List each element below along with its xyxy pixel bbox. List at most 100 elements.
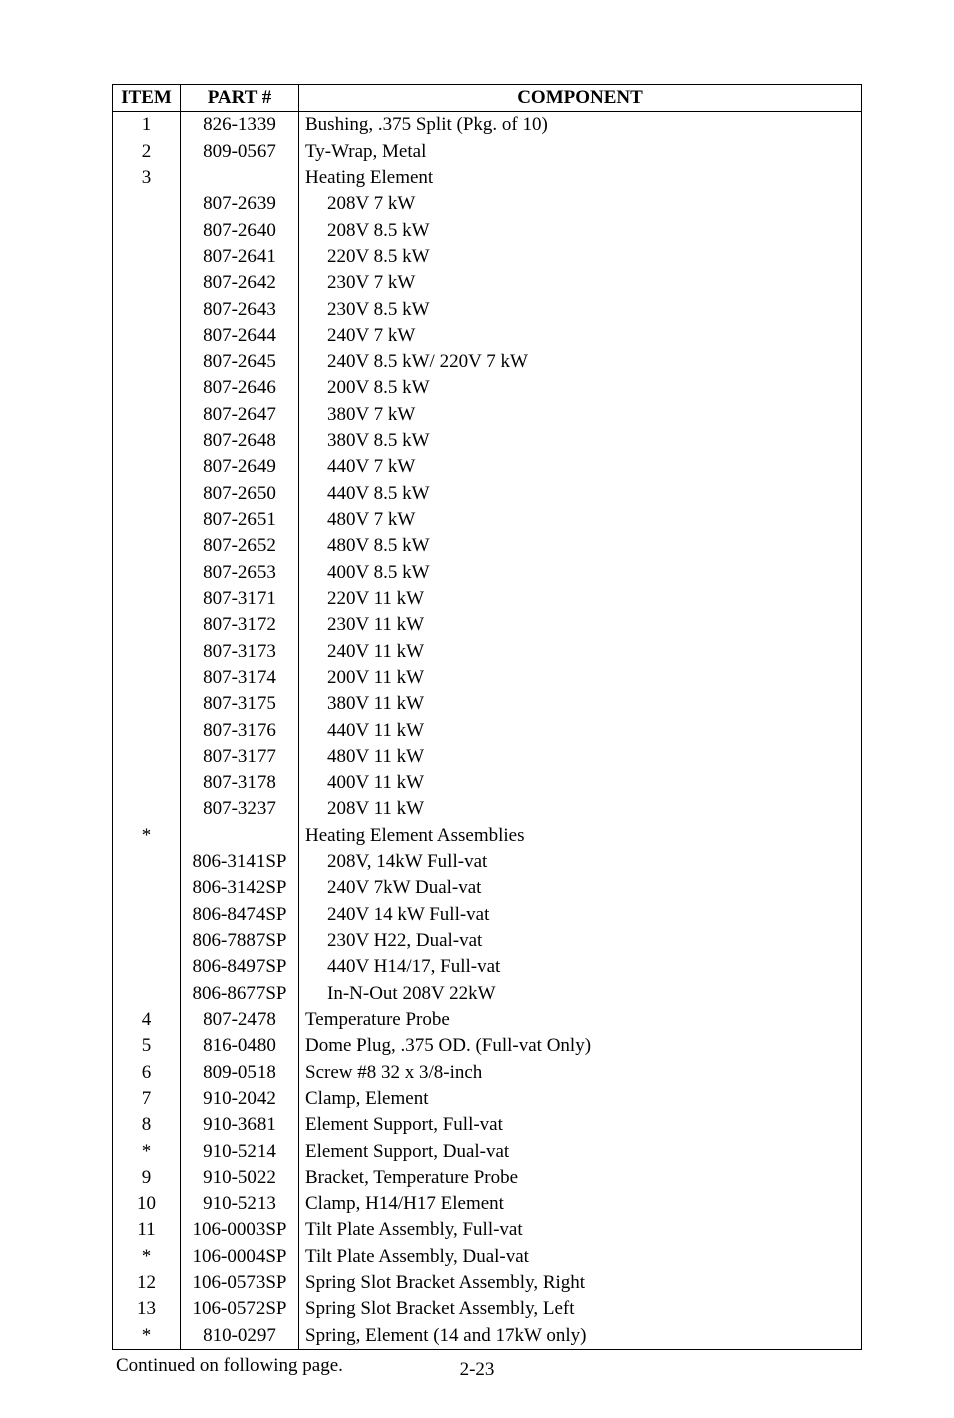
table-row: 807-2652480V 8.5 kW [113,533,862,559]
cell-part: 807-2478 [181,1007,299,1033]
cell-part: 910-5214 [181,1139,299,1165]
table-row: 8910-3681Element Support, Full-vat [113,1112,862,1138]
table-row: 807-2650440V 8.5 kW [113,481,862,507]
cell-item [113,375,181,401]
cell-part: 807-2640 [181,218,299,244]
table-row: 807-2639208V 7 kW [113,191,862,217]
table-row: 806-8677SPIn-N-Out 208V 22kW [113,981,862,1007]
cell-part: 807-2649 [181,454,299,480]
cell-component: 400V 8.5 kW [299,560,862,586]
cell-component: 480V 8.5 kW [299,533,862,559]
cell-part: 910-5213 [181,1191,299,1217]
table-row: 806-3142SP240V 7kW Dual-vat [113,875,862,901]
table-row: 807-2645240V 8.5 kW/ 220V 7 kW [113,349,862,375]
cell-component: Bushing, .375 Split (Pkg. of 10) [299,112,862,139]
cell-part: 806-8474SP [181,902,299,928]
cell-part: 807-3177 [181,744,299,770]
cell-component: 208V, 14kW Full-vat [299,849,862,875]
cell-item: 3 [113,165,181,191]
table-row: 7910-2042Clamp, Element [113,1086,862,1112]
cell-component: Heating Element Assemblies [299,823,862,849]
table-row: 807-2648380V 8.5 kW [113,428,862,454]
cell-part: 807-3178 [181,770,299,796]
table-row: 13106-0572SPSpring Slot Bracket Assembly… [113,1296,862,1322]
cell-component: 208V 7 kW [299,191,862,217]
cell-component: 240V 7kW Dual-vat [299,875,862,901]
cell-component: 240V 7 kW [299,323,862,349]
cell-component: 240V 14 kW Full-vat [299,902,862,928]
table-row: 806-8497SP440V H14/17, Full-vat [113,954,862,980]
cell-component: 230V 11 kW [299,612,862,638]
cell-component: 380V 8.5 kW [299,428,862,454]
cell-component: 220V 11 kW [299,586,862,612]
cell-item [113,665,181,691]
cell-part: 807-3172 [181,612,299,638]
table-row: *910-5214Element Support, Dual-vat [113,1139,862,1165]
cell-item [113,402,181,428]
cell-part: 806-3141SP [181,849,299,875]
cell-component: Heating Element [299,165,862,191]
cell-item: 2 [113,139,181,165]
cell-part: 106-0004SP [181,1244,299,1270]
table-body: 1826-1339Bushing, .375 Split (Pkg. of 10… [113,112,862,1350]
table-row: 2809-0567Ty-Wrap, Metal [113,139,862,165]
cell-part: 816-0480 [181,1033,299,1059]
cell-part: 807-2646 [181,375,299,401]
cell-part: 807-3176 [181,718,299,744]
cell-component: 400V 11 kW [299,770,862,796]
cell-item [113,428,181,454]
cell-component: Element Support, Dual-vat [299,1139,862,1165]
cell-item [113,533,181,559]
cell-item [113,639,181,665]
table-row: 807-3177480V 11 kW [113,744,862,770]
cell-component: 208V 8.5 kW [299,218,862,244]
cell-part: 807-3173 [181,639,299,665]
cell-component: Spring Slot Bracket Assembly, Right [299,1270,862,1296]
cell-part: 807-2644 [181,323,299,349]
table-row: 5816-0480Dome Plug, .375 OD. (Full-vat O… [113,1033,862,1059]
cell-part: 807-2641 [181,244,299,270]
cell-part: 807-3237 [181,796,299,822]
table-row: 807-2647380V 7 kW [113,402,862,428]
header-item: ITEM [113,85,181,112]
page-number: 2-23 [0,1358,954,1382]
table-row: 807-3171220V 11 kW [113,586,862,612]
cell-part: 910-5022 [181,1165,299,1191]
cell-component: Spring, Element (14 and 17kW only) [299,1323,862,1350]
cell-item [113,770,181,796]
cell-part: 806-8497SP [181,954,299,980]
cell-item [113,954,181,980]
cell-component: Spring Slot Bracket Assembly, Left [299,1296,862,1322]
cell-part: 810-0297 [181,1323,299,1350]
cell-component: 440V H14/17, Full-vat [299,954,862,980]
cell-part: 806-8677SP [181,981,299,1007]
cell-item [113,691,181,717]
table-row: 807-2644240V 7 kW [113,323,862,349]
cell-component: 440V 8.5 kW [299,481,862,507]
cell-component: 380V 7 kW [299,402,862,428]
table-row: 12106-0573SPSpring Slot Bracket Assembly… [113,1270,862,1296]
table-row: 806-8474SP240V 14 kW Full-vat [113,902,862,928]
cell-part: 807-2647 [181,402,299,428]
cell-item [113,218,181,244]
cell-item [113,586,181,612]
cell-item [113,796,181,822]
cell-component: 230V 8.5 kW [299,297,862,323]
cell-component: 440V 7 kW [299,454,862,480]
table-row: 807-2641220V 8.5 kW [113,244,862,270]
cell-item: 12 [113,1270,181,1296]
table-row: *810-0297Spring, Element (14 and 17kW on… [113,1323,862,1350]
table-row: 10910-5213Clamp, H14/H17 Element [113,1191,862,1217]
cell-item [113,744,181,770]
cell-component: 208V 11 kW [299,796,862,822]
cell-item: 9 [113,1165,181,1191]
parts-table: ITEM PART # COMPONENT 1826-1339Bushing, … [112,84,862,1350]
table-row: 11106-0003SPTilt Plate Assembly, Full-va… [113,1217,862,1243]
cell-component: Tilt Plate Assembly, Dual-vat [299,1244,862,1270]
cell-item [113,244,181,270]
cell-part [181,165,299,191]
cell-component: 480V 7 kW [299,507,862,533]
cell-component: Clamp, H14/H17 Element [299,1191,862,1217]
cell-item: * [113,1244,181,1270]
cell-item [113,928,181,954]
